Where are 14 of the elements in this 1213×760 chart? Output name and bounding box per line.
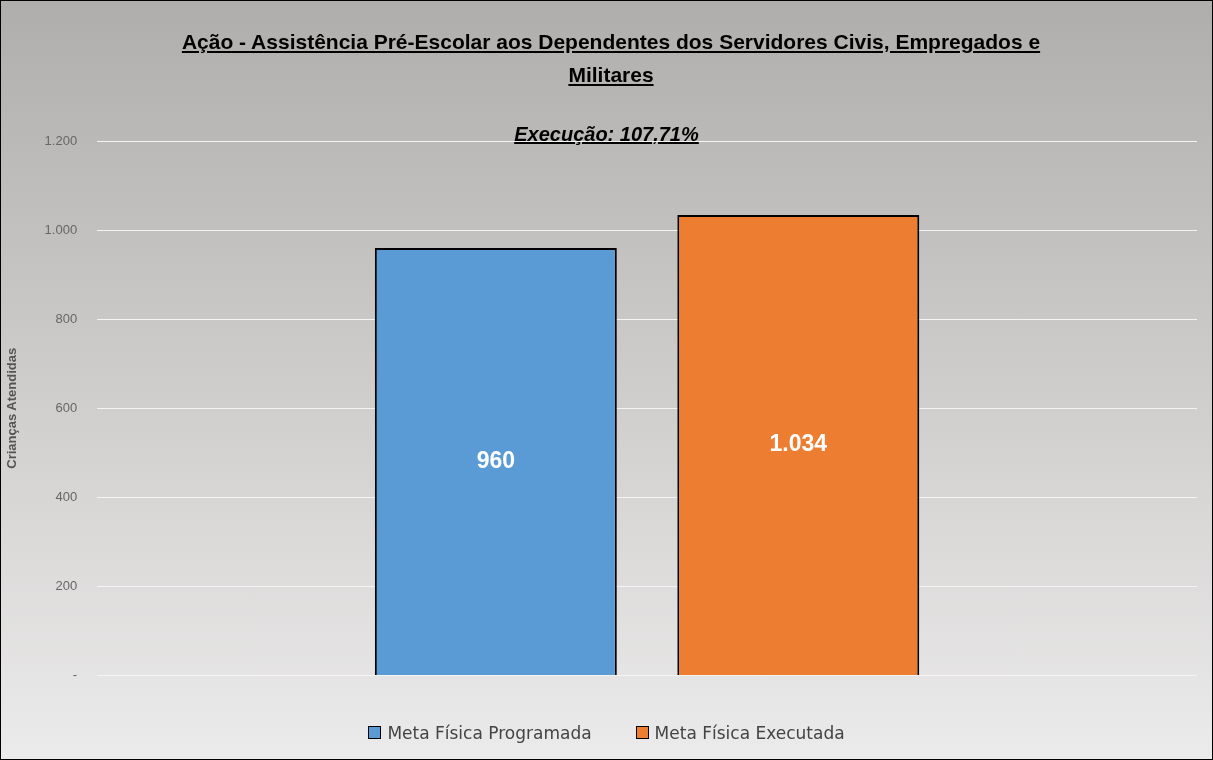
data-label: 960 <box>476 446 516 473</box>
y-axis-title: Crianças Atendidas <box>4 347 20 469</box>
y-tick-label: 200 <box>55 578 78 594</box>
y-tick-label: 1.000 <box>44 221 78 237</box>
chart-title: Ação - Assistência Pré-Escolar aos Dependentes dos Servidores Civis, Empregados e Militares <box>180 29 1042 88</box>
legend-label: Meta Física Programada <box>387 723 592 743</box>
y-tick-label: - <box>72 667 78 683</box>
legend-label: Meta Física Executada <box>654 723 845 743</box>
data-label: 1.034 <box>769 430 828 457</box>
y-tick-label: 400 <box>55 488 78 504</box>
y-tick-label: 600 <box>55 399 78 415</box>
y-tick-label: 800 <box>55 310 78 326</box>
y-tick-label: 1.200 <box>44 132 78 148</box>
chart-subtitle: Execução: 107,71% <box>514 123 699 145</box>
